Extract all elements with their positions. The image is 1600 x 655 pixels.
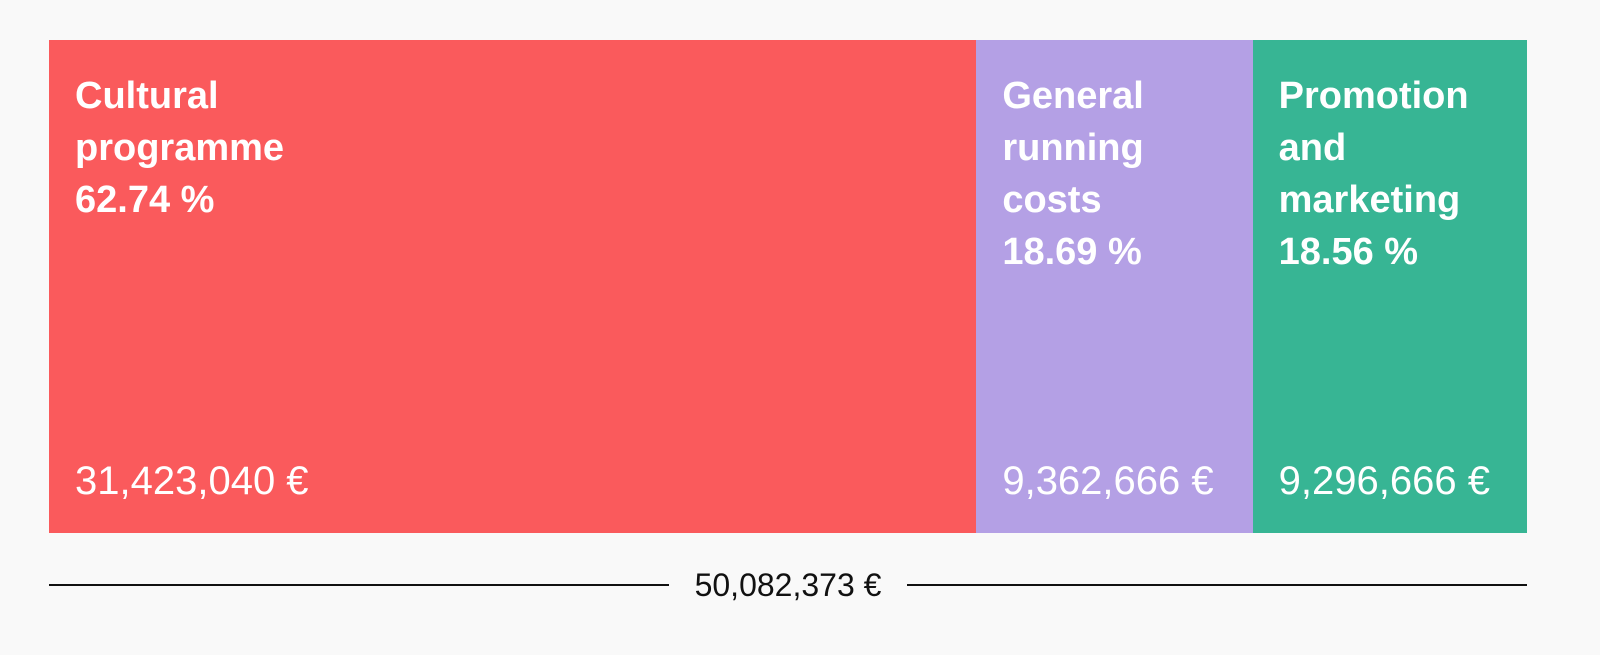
- segment-label: Promotion and marketing 18.56 %: [1279, 70, 1519, 278]
- total-amount: 50,082,373 €: [694, 566, 882, 603]
- segment-amount: 9,362,666 €: [1002, 459, 1214, 503]
- segment-cultural-programme[interactable]: Cultural programme 62.74 % 31,423,040 €: [49, 40, 977, 533]
- total-line-right: [907, 584, 1527, 586]
- segment-label: General running costs 18.69 %: [1002, 70, 1242, 278]
- segment-percent: 18.56 %: [1278, 231, 1419, 273]
- segment-percent: 18.69 %: [1002, 231, 1142, 273]
- budget-bar-chart: Cultural programme 62.74 % 31,423,040 € …: [49, 40, 1527, 533]
- total-indicator: 50,082,373 €: [49, 560, 1527, 610]
- segment-label: Cultural programme 62.74 %: [75, 70, 315, 226]
- segment-amount: 31,423,040 €: [75, 459, 309, 503]
- segment-general-running-costs[interactable]: General running costs 18.69 % 9,362,666 …: [976, 40, 1253, 533]
- segment-name: General running costs: [1002, 75, 1144, 221]
- total-line-left: [49, 584, 669, 586]
- segment-name: Cultural programme: [75, 75, 285, 169]
- segment-promotion-and-marketing[interactable]: Promotion and marketing 18.56 % 9,296,66…: [1252, 40, 1527, 533]
- segment-percent: 62.74 %: [75, 179, 215, 221]
- segment-amount: 9,296,666 €: [1278, 459, 1490, 503]
- segment-name: Promotion and marketing: [1278, 75, 1469, 221]
